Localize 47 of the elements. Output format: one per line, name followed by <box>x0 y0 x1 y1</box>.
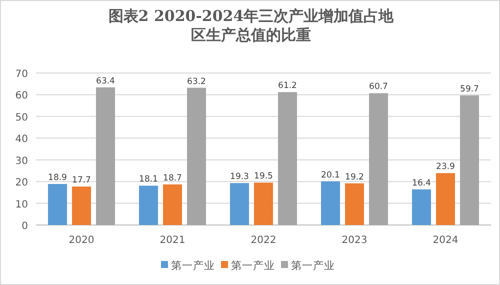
bar <box>48 184 67 225</box>
bar <box>436 173 455 225</box>
bar <box>230 183 249 225</box>
bar <box>345 183 364 225</box>
bar <box>460 95 479 225</box>
data-label: 18.9 <box>48 172 67 183</box>
data-label: 16.4 <box>412 178 431 188</box>
legend-label: 第一产业 <box>231 259 275 272</box>
data-label: 19.2 <box>345 172 364 182</box>
bar <box>321 181 340 225</box>
bar <box>412 189 431 225</box>
bar <box>187 88 206 225</box>
data-label: 18.1 <box>139 174 158 185</box>
data-label: 63.4 <box>96 76 115 86</box>
bar <box>369 93 388 225</box>
bar <box>163 184 182 225</box>
data-label: 19.3 <box>230 172 249 182</box>
y-tick-label: 20 <box>15 178 28 189</box>
bar <box>254 182 273 225</box>
x-tick-label: 2023 <box>342 235 368 246</box>
x-tick-label: 2021 <box>160 235 186 246</box>
legend-label: 第一产业 <box>291 259 335 272</box>
y-tick-label: 0 <box>22 221 28 232</box>
y-tick-label: 60 <box>15 90 28 102</box>
x-tick-label: 2020 <box>68 235 94 246</box>
data-label: 18.7 <box>163 173 182 184</box>
bar <box>72 186 91 225</box>
y-tick-label: 10 <box>15 199 28 210</box>
y-tick-label: 30 <box>15 156 28 167</box>
data-label: 20.1 <box>321 170 340 180</box>
y-tick-label: 50 <box>15 112 28 124</box>
bar <box>278 92 297 225</box>
y-tick-label: 40 <box>15 134 28 146</box>
data-label: 61.2 <box>278 81 297 92</box>
data-label: 23.9 <box>436 162 455 172</box>
x-tick-label: 2024 <box>432 235 458 246</box>
legend-label: 第一产业 <box>171 259 215 272</box>
chart-title: 图表2 2020-2024年三次产业增加值占地区生产总值的比重 <box>107 7 395 45</box>
bar <box>96 87 115 225</box>
data-label: 59.7 <box>460 84 479 94</box>
y-tick-label: 70 <box>15 69 28 80</box>
data-label: 63.2 <box>187 76 206 87</box>
data-label: 60.7 <box>369 82 388 92</box>
data-label: 19.5 <box>254 172 273 182</box>
x-tick-label: 2022 <box>250 235 276 246</box>
bar <box>139 186 158 225</box>
data-label: 17.7 <box>72 176 91 186</box>
